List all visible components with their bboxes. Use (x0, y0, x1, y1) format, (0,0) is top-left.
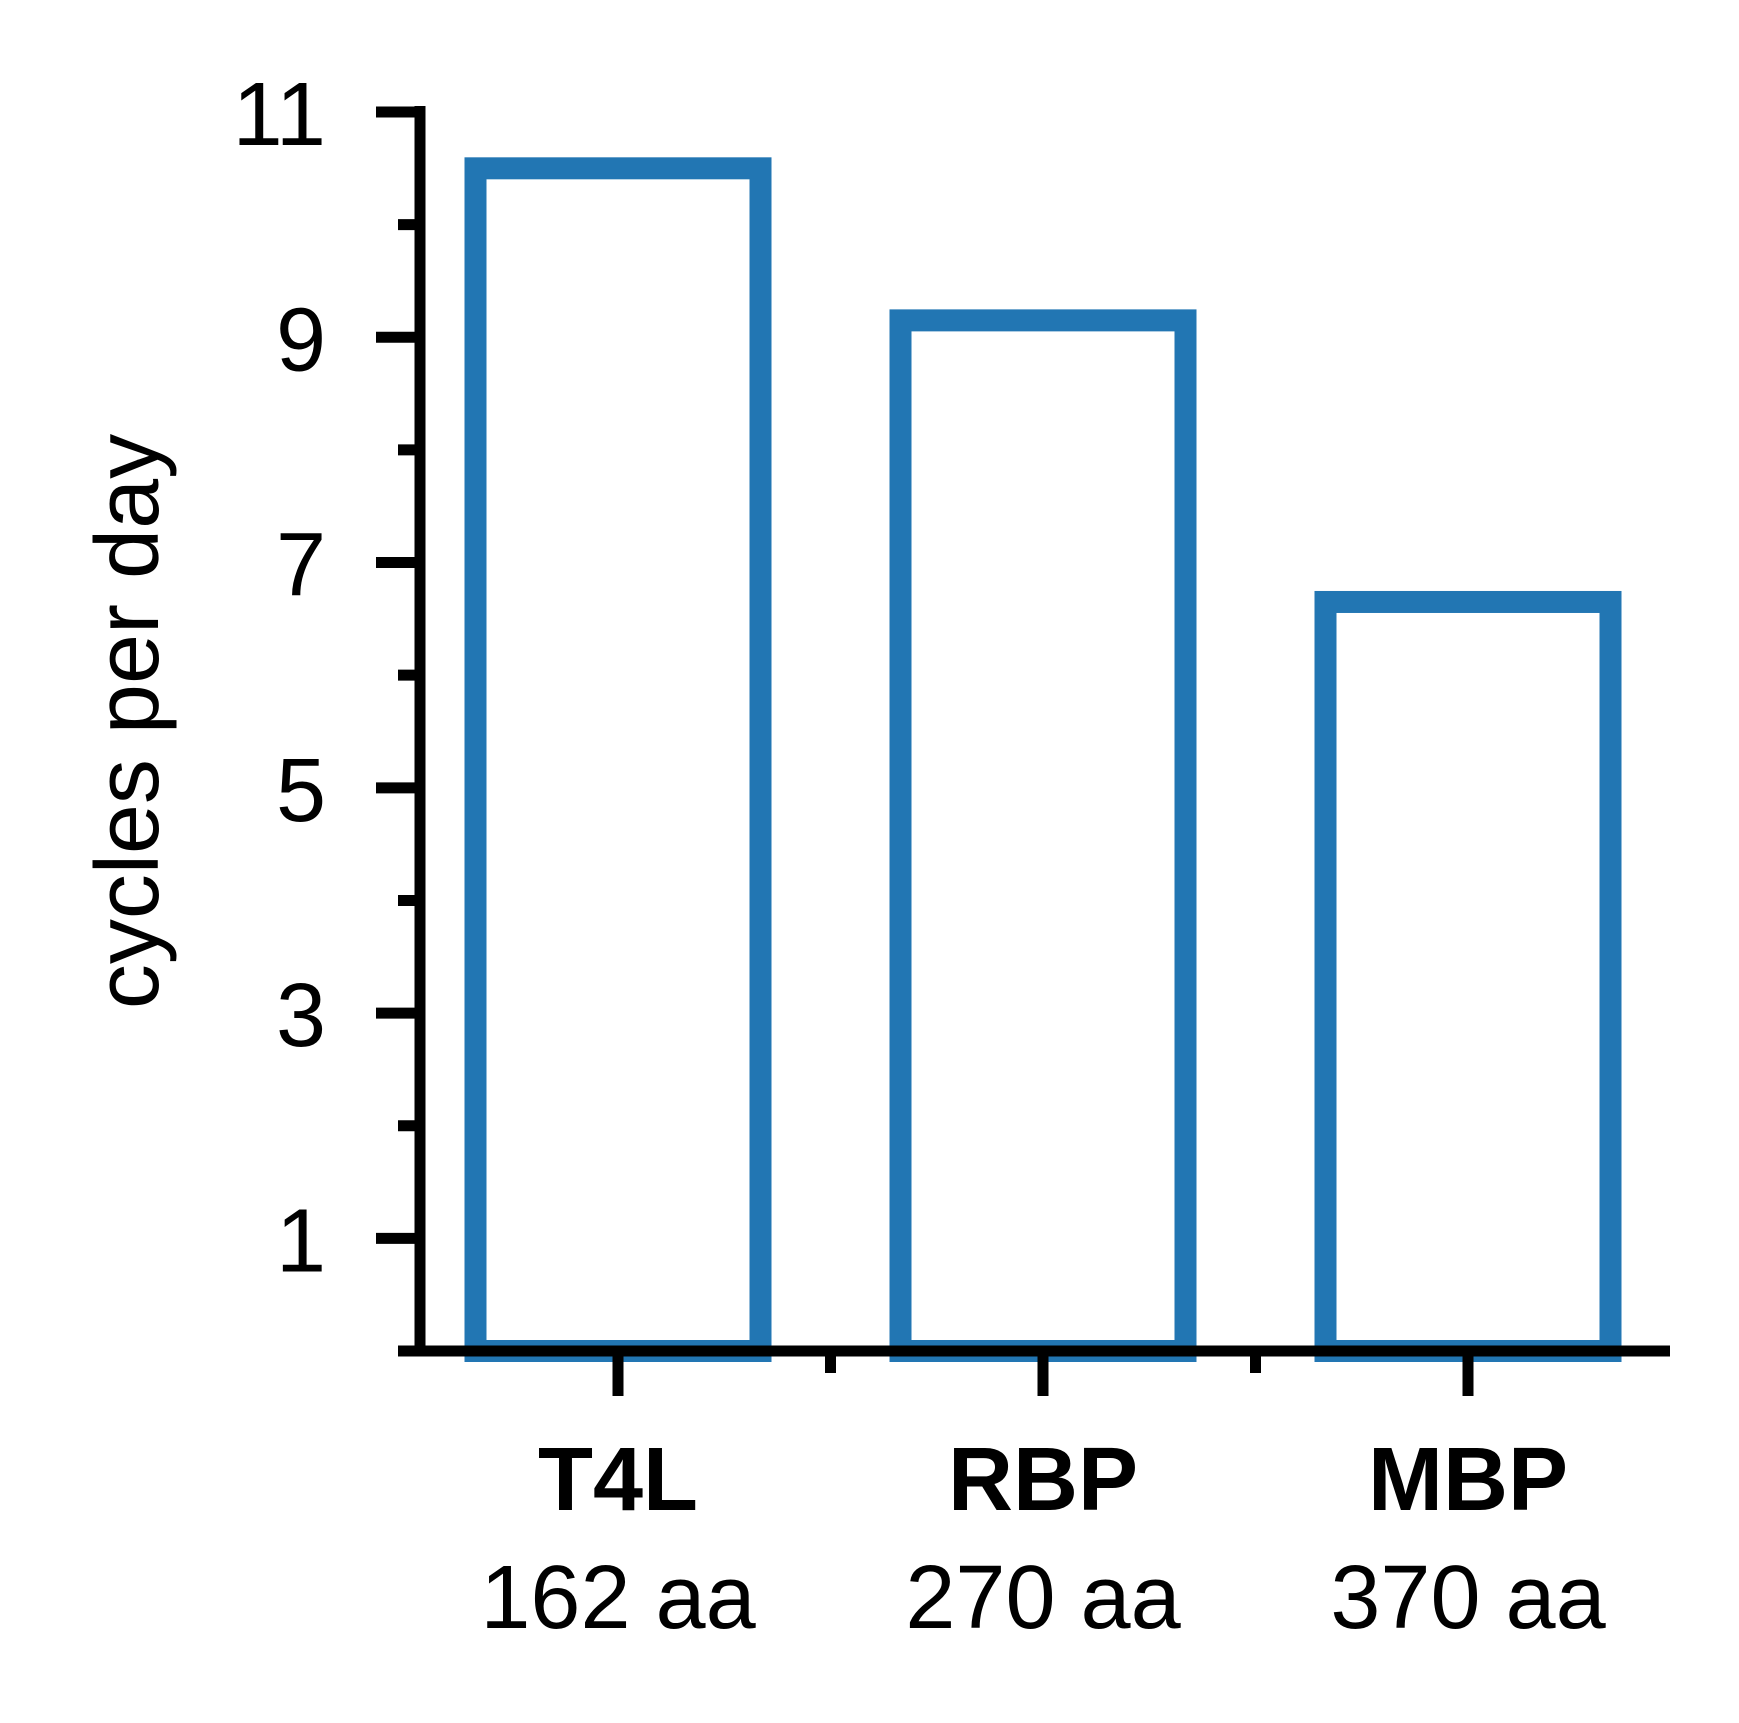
bar-t4l (464, 157, 772, 1362)
x-category-label: RBP (948, 1430, 1138, 1530)
y-tick-label: 1 (276, 1191, 326, 1291)
y-tick-label: 11 (233, 65, 326, 165)
x-category-label: T4L (538, 1430, 698, 1530)
y-axis: 1 3 5 7 9 11 (233, 65, 426, 1357)
y-tick-label: 9 (276, 290, 326, 390)
x-category-sublabel: 370 aa (1330, 1548, 1606, 1648)
y-tick-label: 7 (276, 516, 326, 616)
y-axis-title: cycles per day (78, 434, 178, 1009)
bar-rbp (889, 309, 1197, 1362)
x-axis: T4L 162 aa RBP 270 aa MBP 370 aa (415, 1345, 1670, 1648)
bar-mbp (1314, 590, 1622, 1362)
y-tick-label: 3 (276, 966, 326, 1066)
x-category-sublabel: 270 aa (905, 1548, 1181, 1648)
bars-group (464, 157, 1622, 1362)
y-tick-label: 5 (276, 741, 326, 841)
x-category-label: MBP (1368, 1430, 1568, 1530)
x-category-sublabel: 162 aa (480, 1548, 756, 1648)
